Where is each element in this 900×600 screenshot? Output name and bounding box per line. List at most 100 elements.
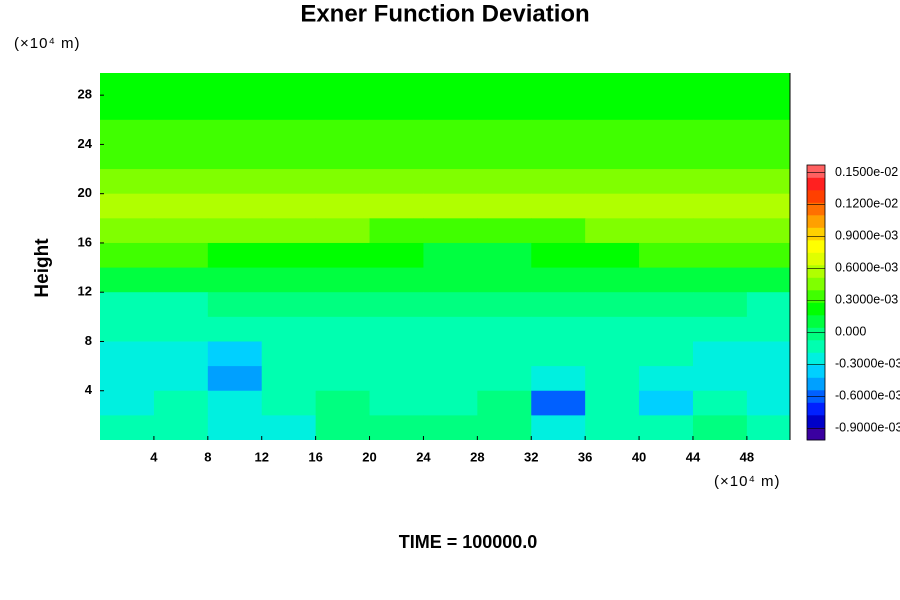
field-cell	[261, 218, 317, 244]
x-tick-label: 8	[204, 449, 211, 464]
footer: TIME = 100000.0	[399, 532, 538, 552]
field-cell	[639, 144, 694, 170]
colorbar-frame	[806, 164, 826, 441]
field-cell	[207, 267, 263, 293]
field-cell	[477, 316, 532, 342]
field-cell	[639, 242, 694, 269]
field-cell	[477, 119, 532, 145]
field-cell	[369, 169, 424, 195]
field-cell	[639, 292, 694, 318]
field-cell	[153, 144, 209, 170]
field-cell	[531, 95, 586, 121]
field-cell	[746, 341, 790, 367]
field-cell	[207, 341, 263, 367]
field-cell	[261, 144, 317, 170]
field-cell	[746, 242, 790, 269]
field-cell	[423, 267, 478, 293]
field-cell	[153, 316, 209, 342]
field-cell	[639, 415, 694, 440]
field-cell	[369, 119, 424, 145]
field-cell	[531, 267, 586, 293]
field-cell	[315, 242, 371, 269]
field-cell	[477, 390, 532, 416]
x-tick-label: 36	[578, 449, 592, 464]
field-cell	[423, 390, 478, 416]
x-tick-label: 16	[308, 449, 322, 464]
y-tick-label: 24	[78, 136, 93, 151]
field-cell	[423, 95, 478, 121]
chart-title: Exner Function Deviation	[300, 0, 589, 27]
field-cell	[477, 341, 532, 367]
field-cell	[639, 390, 694, 416]
field-cell	[100, 242, 155, 269]
field-cell	[746, 95, 790, 121]
field-cell	[100, 267, 155, 293]
field-cell	[261, 316, 317, 342]
field-cell	[261, 292, 317, 318]
field-cell	[692, 144, 748, 170]
field-cell	[315, 292, 371, 318]
field-cell	[477, 95, 532, 121]
field-cell	[369, 390, 424, 416]
field-cell	[207, 193, 263, 219]
colorbar-band	[807, 315, 825, 328]
field-cell	[585, 193, 640, 219]
field-cell	[531, 73, 586, 96]
field-cell	[692, 218, 748, 244]
field-cell	[369, 341, 424, 367]
field-cell	[585, 218, 640, 244]
field-cell	[531, 415, 586, 440]
field-cell	[585, 267, 640, 293]
field-cell	[585, 242, 640, 269]
field-cell	[423, 316, 478, 342]
field-cell	[477, 267, 532, 293]
field-cell	[585, 73, 640, 96]
field-cell	[531, 242, 586, 269]
field-cell	[261, 193, 317, 219]
field-cell	[639, 119, 694, 145]
field-cell	[746, 169, 790, 195]
field-cell	[315, 144, 371, 170]
colorbar-band	[807, 365, 825, 378]
field-cell	[153, 169, 209, 195]
y-unit: (×10⁴ m)	[14, 35, 81, 52]
field-cell	[100, 73, 155, 96]
field-cell	[477, 292, 532, 318]
field-cell	[746, 73, 790, 96]
field-cell	[746, 415, 790, 440]
field-cell	[261, 95, 317, 121]
field-cell	[153, 366, 209, 392]
field-cell	[261, 119, 317, 145]
field-cell	[100, 169, 155, 195]
field-cell	[369, 267, 424, 293]
colorbar-band	[807, 340, 825, 353]
field-cell	[315, 218, 371, 244]
field-cell	[692, 390, 748, 416]
field-cell	[423, 292, 478, 318]
colorbar-band	[807, 190, 825, 203]
field-cell	[477, 242, 532, 269]
field-cell	[423, 242, 478, 269]
x-unit: (×10⁴ m)	[714, 473, 781, 490]
field-cell	[207, 95, 263, 121]
field-cell	[207, 218, 263, 244]
field-cell	[153, 95, 209, 121]
field-cell	[207, 119, 263, 145]
field-cell	[692, 267, 748, 293]
field-cell	[477, 73, 532, 96]
field-cell	[746, 390, 790, 416]
colorbar-band	[807, 302, 825, 316]
field-cell	[315, 366, 371, 392]
field-cell	[585, 292, 640, 318]
field-cell	[531, 193, 586, 219]
field-cell	[315, 341, 371, 367]
colorbar-tick-label: 0.9000e-03	[835, 229, 898, 243]
field-cell	[261, 242, 317, 269]
field-cell	[153, 193, 209, 219]
colorbar-band	[807, 402, 825, 416]
field-cell	[369, 95, 424, 121]
field-cell	[639, 316, 694, 342]
field-cell	[639, 169, 694, 195]
field-cell	[153, 292, 209, 318]
